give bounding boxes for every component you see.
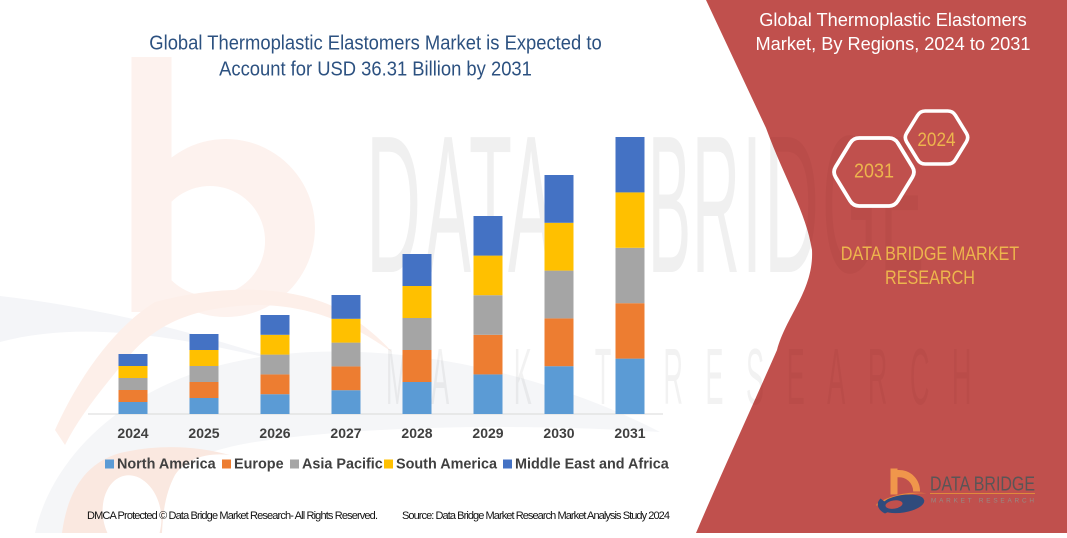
svg-text:MARKET RESEARCH: MARKET RESEARCH <box>931 498 1034 505</box>
svg-text:Global Thermoplastic Elastomer: Global Thermoplastic Elastomers <box>759 10 1027 30</box>
svg-text:South America: South America <box>396 457 498 473</box>
svg-text:2031: 2031 <box>854 161 894 183</box>
svg-text:Global Thermoplastic Elastomer: Global Thermoplastic Elastomers Market i… <box>149 32 601 55</box>
svg-text:A: A <box>425 95 471 314</box>
svg-text:DATA BRIDGE: DATA BRIDGE <box>930 473 1035 496</box>
svg-text:2024: 2024 <box>917 128 955 150</box>
svg-text:Europe: Europe <box>234 457 284 473</box>
svg-text:North America: North America <box>117 457 217 473</box>
svg-text:I: I <box>742 95 762 314</box>
svg-text:DATA BRIDGE MARKET: DATA BRIDGE MARKET <box>841 243 1020 265</box>
svg-text:2029: 2029 <box>472 425 503 441</box>
svg-text:Source: Data Bridge Market Res: Source: Data Bridge Market Research Mark… <box>402 510 670 522</box>
svg-text:Market, By Regions, 2024 to 20: Market, By Regions, 2024 to 2031 <box>756 34 1031 54</box>
svg-text:2028: 2028 <box>401 425 432 441</box>
svg-text:R: R <box>692 95 740 314</box>
svg-text:Asia Pacific: Asia Pacific <box>302 457 383 473</box>
svg-text:2026: 2026 <box>259 425 290 441</box>
svg-text:2027: 2027 <box>330 425 361 441</box>
svg-text:RESEARCH: RESEARCH <box>885 267 975 289</box>
svg-text:B: B <box>648 95 691 314</box>
svg-text:2031: 2031 <box>614 425 645 441</box>
svg-text:Account for USD 36.31 Billion: Account for USD 36.31 Billion by 2031 <box>219 58 532 81</box>
svg-text:2025: 2025 <box>188 425 219 441</box>
svg-text:DMCA Protected © Data Bridge M: DMCA Protected © Data Bridge Market Rese… <box>87 510 378 522</box>
svg-text:2024: 2024 <box>117 425 148 441</box>
svg-text:Middle East and Africa: Middle East and Africa <box>515 457 670 473</box>
svg-text:2030: 2030 <box>543 425 574 441</box>
